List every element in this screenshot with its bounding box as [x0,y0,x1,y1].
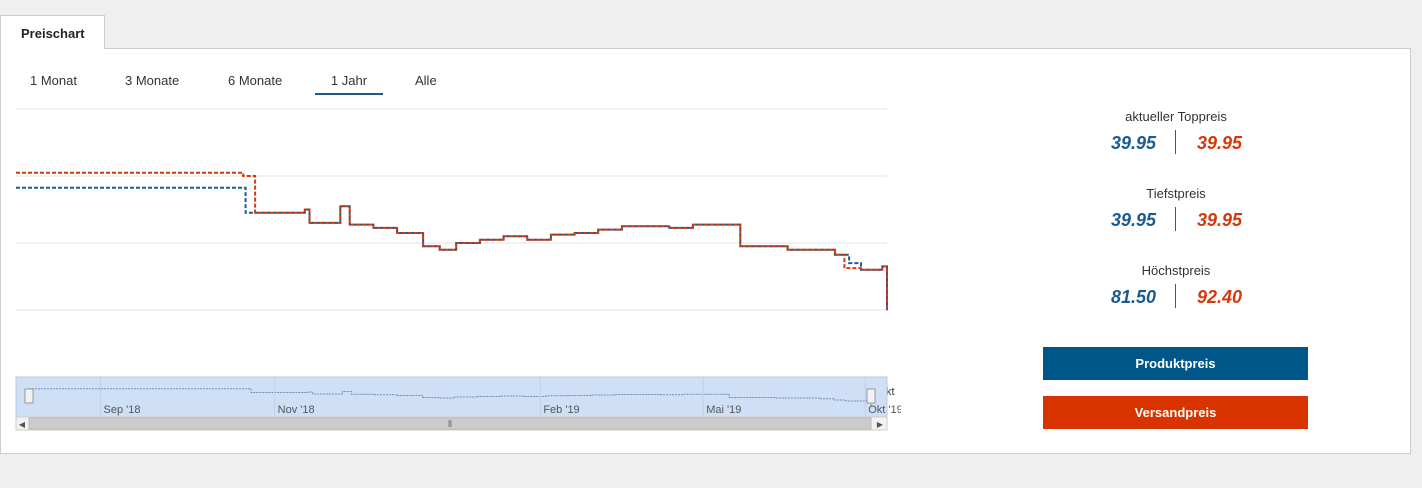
navigator-label: Nov '18 [278,404,315,416]
versandpreis-button[interactable]: Versandpreis [1043,396,1308,429]
range-6-monate[interactable]: 6 Monate [228,73,283,88]
chart-panel: 1 Monat 3 Monate 6 Monate 1 Jahr Alle 20… [0,48,1411,454]
stat-high-product: 81.50 [1111,287,1157,307]
stat-high-label: Höchstpreis [1141,263,1211,278]
range-1-monat[interactable]: 1 Monat [30,73,77,88]
navigator-handle[interactable] [24,388,34,404]
navigator-series [29,388,872,407]
stat-top-product: 39.95 [1111,133,1157,153]
stat-high-shipping: 92.40 [1197,287,1243,307]
range-alle[interactable]: Alle [415,73,437,88]
stat-low-shipping: 39.95 [1197,210,1243,230]
stat-divider [1175,207,1176,231]
series-shipping-line [16,171,888,311]
stat-low-label: Tiefstpreis [1146,186,1206,201]
navigator-label: Okt '19 [868,404,901,416]
chart-navigator[interactable]: Sep '18 Nov '18 Feb '19 Mai '19 Okt '19 ⦀ ◀ ▶ [1,375,901,435]
navigator-label: Sep '18 [103,404,140,416]
scrollbar-grip-icon: ⦀ [448,419,452,429]
navigator-label: Feb '19 [543,404,579,416]
navigator-label: Mai '19 [706,404,741,416]
stat-low-product: 39.95 [1111,210,1157,230]
navigator-handle[interactable] [866,388,876,404]
price-chart[interactable]: 2040608022. Okt12. Nov26. Nov31. Dez4. F… [1,99,901,409]
scroll-right-arrow-icon: ▶ [877,420,884,429]
scrollbar-thumb[interactable] [28,417,872,430]
stat-divider [1175,130,1176,154]
scroll-left-arrow-icon: ◀ [19,420,26,429]
tab-preischart[interactable]: Preischart [0,15,105,49]
stat-divider [1175,284,1176,308]
range-3-monate[interactable]: 3 Monate [125,73,180,88]
tab-label: Preischart [21,26,85,41]
range-1-jahr[interactable]: 1 Jahr [315,73,383,95]
stat-top-shipping: 39.95 [1197,133,1243,153]
produktpreis-button[interactable]: Produktpreis [1043,347,1308,380]
stat-top-label: aktueller Toppreis [1125,109,1227,124]
